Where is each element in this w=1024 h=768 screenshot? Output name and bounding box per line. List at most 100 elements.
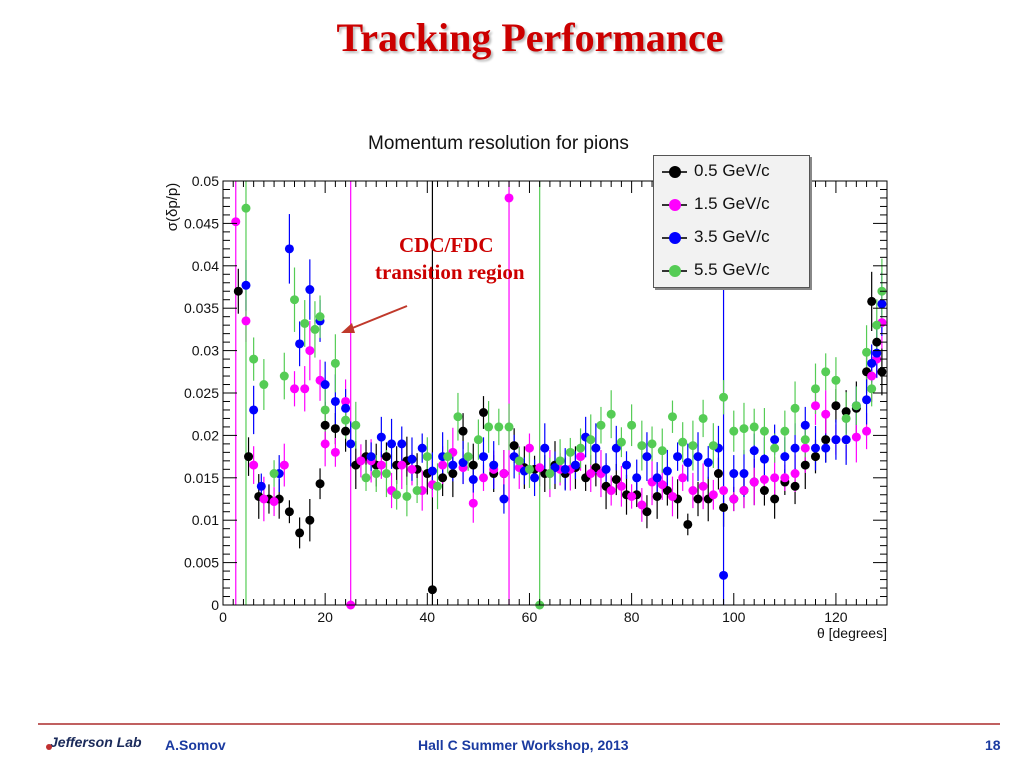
data-point xyxy=(330,396,340,406)
x-tick-label: 40 xyxy=(420,609,436,625)
data-point xyxy=(642,507,652,517)
data-point xyxy=(693,494,703,504)
data-point xyxy=(256,481,266,491)
data-point xyxy=(862,395,872,405)
legend-item: 3.5 GeV/c xyxy=(654,222,809,255)
data-point xyxy=(851,432,861,442)
x-tick-label: 20 xyxy=(317,609,333,625)
data-point xyxy=(606,409,616,419)
data-point xyxy=(290,295,300,305)
data-point xyxy=(290,384,300,394)
data-point xyxy=(269,469,279,479)
data-point xyxy=(632,473,642,483)
legend-item: 0.5 GeV/c xyxy=(654,156,809,189)
data-point xyxy=(478,408,488,418)
y-tick-label: 0.03 xyxy=(192,343,219,359)
data-point xyxy=(509,441,519,451)
legend-marker-icon xyxy=(669,166,681,178)
legend-label: 0.5 GeV/c xyxy=(694,161,770,180)
data-point xyxy=(657,480,667,490)
data-point xyxy=(698,413,708,423)
data-point xyxy=(231,217,241,227)
data-point xyxy=(560,464,570,474)
y-tick-label: 0.015 xyxy=(184,470,219,486)
annotation-line-1: CDC/FDC xyxy=(399,233,494,257)
data-points xyxy=(231,193,887,610)
data-point xyxy=(249,354,259,364)
data-point xyxy=(295,528,305,538)
data-point xyxy=(458,458,468,468)
data-point xyxy=(810,384,820,394)
data-point xyxy=(831,401,841,411)
data-point xyxy=(688,486,698,496)
legend-marker-icon xyxy=(669,199,681,211)
data-point xyxy=(770,473,780,483)
y-tick-label: 0.04 xyxy=(192,258,219,274)
data-point xyxy=(330,358,340,368)
slide-title: Tracking Performance xyxy=(336,15,724,60)
data-point xyxy=(611,474,621,484)
data-point xyxy=(330,447,340,457)
data-point xyxy=(862,347,872,357)
data-point xyxy=(800,460,810,470)
y-tick-label: 0.045 xyxy=(184,215,219,231)
data-point xyxy=(877,299,887,309)
data-point xyxy=(494,422,504,432)
data-point xyxy=(550,463,560,473)
data-point xyxy=(305,285,315,295)
data-point xyxy=(412,486,422,496)
data-point xyxy=(708,490,718,500)
data-point xyxy=(867,371,877,381)
data-point xyxy=(463,452,473,462)
data-point xyxy=(295,339,305,349)
data-point xyxy=(320,420,330,430)
data-point xyxy=(719,570,729,580)
data-point xyxy=(662,466,672,476)
data-point xyxy=(540,443,550,453)
y-tick-label: 0 xyxy=(211,597,219,613)
y-tick-label: 0.025 xyxy=(184,385,219,401)
data-point xyxy=(759,454,769,464)
data-point xyxy=(729,426,739,436)
data-point xyxy=(576,452,586,462)
data-point xyxy=(678,437,688,447)
data-point xyxy=(862,426,872,436)
data-point xyxy=(279,371,289,381)
data-point xyxy=(392,490,402,500)
data-point xyxy=(284,244,294,254)
data-point xyxy=(576,443,586,453)
data-point xyxy=(698,481,708,491)
data-point xyxy=(667,491,677,501)
data-point xyxy=(448,460,458,470)
data-point xyxy=(244,452,254,462)
data-point xyxy=(703,458,713,468)
data-point xyxy=(468,498,478,508)
footer-divider xyxy=(38,723,1000,725)
data-point xyxy=(851,401,861,411)
data-point xyxy=(473,435,483,445)
data-point xyxy=(739,486,749,496)
data-point xyxy=(315,479,325,489)
data-point xyxy=(320,439,330,449)
data-point xyxy=(346,439,356,449)
data-point xyxy=(616,437,626,447)
data-point xyxy=(241,280,251,290)
data-point xyxy=(330,424,340,434)
data-point xyxy=(770,443,780,453)
data-point xyxy=(478,452,488,462)
data-point xyxy=(770,494,780,504)
data-point xyxy=(376,460,386,470)
chart-legend: 0.5 GeV/c 1.5 GeV/c 3.5 GeV/c 5.5 GeV/c xyxy=(653,155,810,288)
legend-marker-icon xyxy=(669,232,681,244)
data-point xyxy=(371,469,381,479)
data-point xyxy=(831,435,841,445)
data-point xyxy=(524,443,534,453)
data-point xyxy=(872,337,882,347)
data-point xyxy=(381,469,391,479)
data-point xyxy=(499,494,509,504)
data-point xyxy=(427,585,437,595)
data-point xyxy=(673,452,683,462)
data-point xyxy=(790,443,800,453)
data-point xyxy=(565,447,575,457)
data-point xyxy=(433,481,443,491)
